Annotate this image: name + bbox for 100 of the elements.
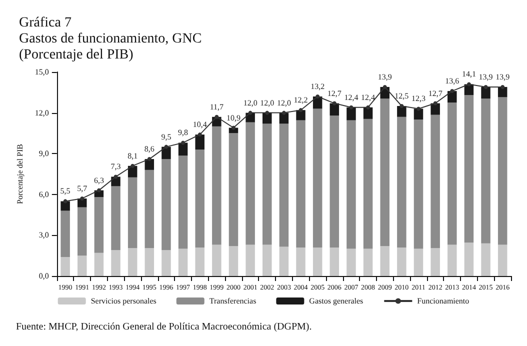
bar [397, 247, 406, 276]
data-label: 8,1 [128, 151, 138, 160]
y-tick-label: 9,0 [38, 149, 49, 158]
data-label: 12,3 [412, 94, 426, 104]
bar [246, 244, 255, 276]
data-label: 8,6 [144, 144, 154, 154]
bar [279, 246, 289, 276]
bar [212, 126, 222, 245]
bar [195, 134, 204, 150]
bar [414, 120, 424, 249]
data-label: 6,3 [94, 176, 104, 185]
y-tick-label: 15,0 [34, 68, 49, 76]
point [80, 196, 84, 200]
legend-label: Funcionamiento [417, 296, 470, 306]
data-label: 12,0 [276, 98, 291, 108]
point [114, 174, 118, 179]
data-label: 5,5 [60, 186, 70, 196]
bar [363, 248, 373, 276]
bar [397, 106, 406, 117]
bar [178, 156, 188, 249]
point [450, 89, 454, 94]
point [332, 101, 336, 106]
data-label: 13,9 [378, 72, 392, 82]
bar [330, 116, 340, 248]
bar [414, 108, 424, 120]
data-label: 11,7 [210, 102, 224, 112]
bar [78, 207, 87, 256]
bar [464, 95, 474, 243]
bar [448, 244, 457, 276]
data-label: 12,0 [243, 98, 258, 108]
bar [464, 242, 474, 276]
bar [178, 142, 188, 156]
bar [162, 146, 171, 160]
data-label: 10,9 [226, 113, 240, 122]
point [366, 105, 370, 110]
y-tick-label: 6,0 [38, 190, 49, 199]
bar [144, 159, 154, 170]
point [349, 105, 354, 110]
bar [296, 247, 306, 276]
bar [162, 250, 171, 276]
point [484, 84, 488, 89]
bar [330, 247, 340, 276]
data-label: 12,5 [394, 92, 409, 100]
point [416, 106, 420, 111]
point [382, 84, 387, 89]
y-tick-label: 3,0 [38, 230, 49, 240]
legend-label: Gastos generales [309, 296, 364, 306]
bar [60, 210, 70, 257]
bar [60, 256, 70, 276]
data-label: 12,0 [260, 98, 274, 108]
data-label: 13,6 [445, 76, 460, 86]
y-tick-label: 12,0 [34, 108, 49, 118]
bar [78, 256, 87, 276]
y-tick-label: 0,0 [38, 272, 49, 280]
bar [195, 150, 204, 248]
y-axis-title: Porcentaje del PIB [16, 144, 24, 204]
point [96, 188, 101, 192]
data-label: 12,7 [428, 88, 442, 98]
bar [111, 250, 120, 276]
data-label: 13,9 [478, 72, 493, 82]
bar [128, 177, 138, 248]
bar [498, 244, 508, 276]
bar [363, 118, 373, 249]
point [248, 110, 252, 115]
point [130, 164, 135, 168]
bar [414, 248, 424, 276]
bar [296, 120, 306, 248]
bar [346, 248, 356, 276]
point [232, 126, 236, 130]
bar [380, 98, 390, 246]
data-label: 9,8 [178, 128, 188, 138]
bar [262, 124, 272, 245]
data-label: 12,2 [294, 96, 308, 105]
bar [481, 86, 490, 99]
data-label: 13,9 [496, 72, 510, 82]
source-note: Fuente: MHCP, Dirección General de Política Macroeconómica (DGPM). [16, 322, 312, 332]
point [500, 84, 505, 89]
bar [262, 112, 272, 124]
bar [60, 201, 70, 211]
point [214, 114, 219, 119]
bar [178, 248, 188, 276]
point [265, 110, 270, 115]
bar [279, 124, 289, 247]
bar [228, 133, 238, 246]
point [164, 144, 168, 149]
bar [312, 108, 322, 248]
point [63, 199, 68, 204]
bar [296, 110, 306, 120]
point [198, 132, 202, 137]
bar [448, 91, 457, 103]
bar [111, 186, 120, 250]
bar [481, 98, 490, 244]
point [433, 101, 438, 106]
data-label: 12,7 [327, 88, 342, 98]
bar [228, 246, 238, 276]
data-label: 12,4 [344, 92, 358, 102]
point [298, 108, 303, 112]
bar [430, 248, 440, 276]
data-label: 5,7 [77, 184, 88, 193]
bar [94, 252, 104, 276]
